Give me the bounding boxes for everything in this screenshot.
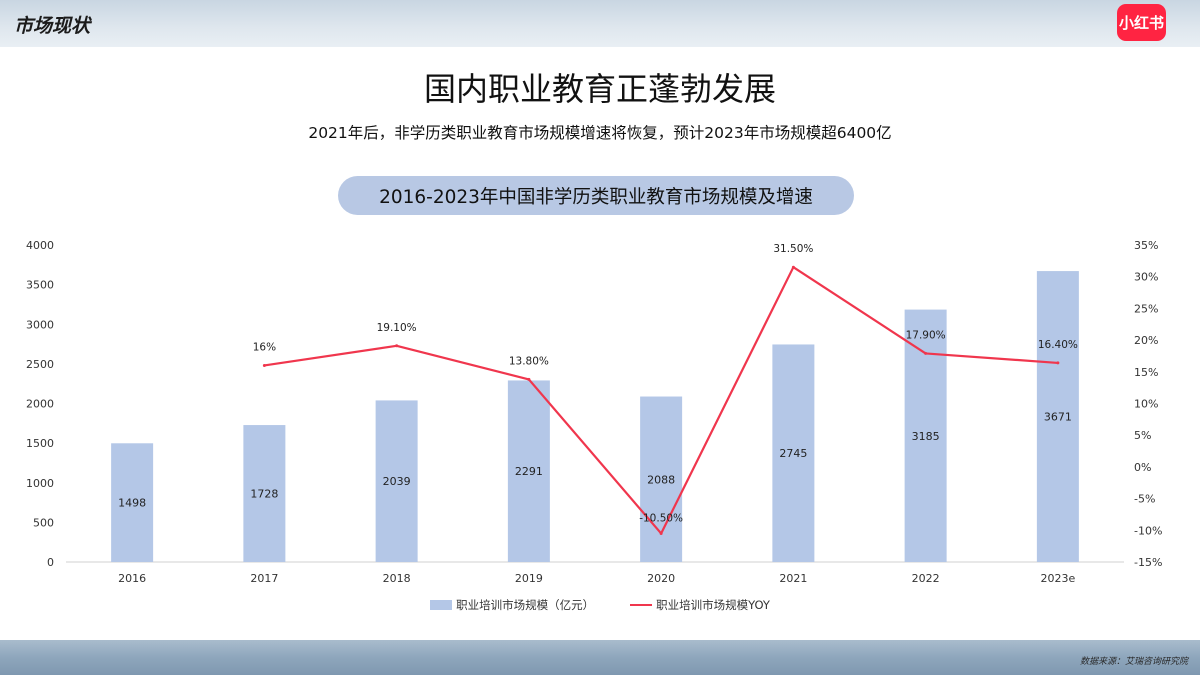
y2-tick-label: 25% <box>1134 302 1158 315</box>
y-tick-label: 500 <box>33 516 54 529</box>
yoy-value-label: -10.50% <box>639 512 683 524</box>
y2-tick-label: 0% <box>1134 461 1151 474</box>
yoy-value-label: 13.80% <box>509 355 549 367</box>
footer-band <box>0 640 1200 675</box>
legend-line-swatch <box>630 604 653 606</box>
legend-item-bar[interactable]: 职业培训市场规模（亿元） <box>430 597 594 613</box>
x-tick-label: 2021 <box>779 572 807 585</box>
y-tick-label: 1000 <box>26 477 54 490</box>
chart-legend: 职业培训市场规模（亿元） 职业培训市场规模YOY <box>0 597 1200 613</box>
y-tick-label: 0 <box>47 556 54 569</box>
y-tick-label: 3000 <box>26 318 54 331</box>
bar-value-label: 2745 <box>779 447 807 460</box>
bar-value-label: 3185 <box>912 430 940 443</box>
section-label: 市场现状 <box>14 15 91 37</box>
bar-value-label: 1498 <box>118 497 146 510</box>
legend-bar-label: 职业培训市场规模（亿元） <box>456 598 595 612</box>
x-tick-label: 2019 <box>515 572 543 585</box>
x-tick-label: 2022 <box>912 572 940 585</box>
yoy-value-label: 19.10% <box>377 322 417 334</box>
bar-value-label: 2088 <box>647 473 675 486</box>
y2-tick-label: -15% <box>1134 556 1162 569</box>
y2-tick-label: 15% <box>1134 366 1158 379</box>
legend-line-label: 职业培训市场规模YOY <box>656 598 770 612</box>
y-tick-label: 1500 <box>26 437 54 450</box>
header-band <box>0 0 1200 47</box>
yoy-value-label: 16% <box>253 341 276 353</box>
y2-tick-label: 30% <box>1134 271 1158 284</box>
x-tick-label: 2023e <box>1040 572 1075 585</box>
yoy-value-label: 17.90% <box>906 329 946 341</box>
y-tick-label: 2500 <box>26 358 54 371</box>
legend-bar-swatch <box>430 600 453 610</box>
yoy-point-2018 <box>395 344 399 348</box>
bar-value-label: 1728 <box>250 488 278 501</box>
page-title: 国内职业教育正蓬勃发展 <box>423 70 776 108</box>
yoy-value-label: 16.40% <box>1038 339 1078 351</box>
y2-tick-label: -10% <box>1134 524 1162 537</box>
yoy-point-2022 <box>924 351 928 355</box>
bar-value-label: 3671 <box>1044 411 1072 424</box>
data-source: 数据来源：艾瑞咨询研究院 <box>1079 657 1188 667</box>
yoy-point-2017 <box>262 363 266 367</box>
y2-tick-label: -5% <box>1134 493 1155 506</box>
yoy-point-2019 <box>527 377 531 381</box>
page-subtitle: 2021年后，非学历类职业教育市场规模增速将恢复，预计2023年市场规模超640… <box>308 124 892 142</box>
bar-2018 <box>375 400 418 562</box>
x-tick-label: 2016 <box>118 572 146 585</box>
bar-2017 <box>243 425 286 562</box>
legend-item-line[interactable]: 职业培训市场规模YOY <box>630 597 770 613</box>
bar-2022 <box>904 309 947 562</box>
x-tick-label: 2017 <box>250 572 278 585</box>
yoy-value-label: 31.50% <box>773 243 813 255</box>
bar-2020 <box>640 396 683 562</box>
y2-tick-label: 35% <box>1134 239 1158 252</box>
xiaohongshu-logo: 小红书 <box>1117 4 1166 41</box>
bar-value-label: 2039 <box>383 475 411 488</box>
bar-2019 <box>507 380 550 562</box>
chart-title: 2016-2023年中国非学历类职业教育市场规模及增速 <box>379 186 813 208</box>
x-tick-label: 2018 <box>383 572 411 585</box>
y2-tick-label: 20% <box>1134 334 1158 347</box>
yoy-line <box>264 266 1058 535</box>
x-tick-label: 2020 <box>647 572 675 585</box>
bar-2016 <box>111 443 154 562</box>
y2-tick-label: 10% <box>1134 398 1158 411</box>
yoy-point-2021 <box>791 265 795 269</box>
y2-tick-label: 5% <box>1134 429 1151 442</box>
yoy-point-2023e <box>1056 361 1060 365</box>
bar-2023e <box>1036 271 1079 562</box>
y-tick-label: 4000 <box>26 239 54 252</box>
y-tick-label: 2000 <box>26 398 54 411</box>
chart-title-pill: 2016-2023年中国非学历类职业教育市场规模及增速 <box>338 176 854 215</box>
bar-2021 <box>772 344 815 562</box>
y-tick-label: 3500 <box>26 279 54 292</box>
bar-value-label: 2291 <box>515 465 543 478</box>
yoy-point-2020 <box>659 531 663 535</box>
